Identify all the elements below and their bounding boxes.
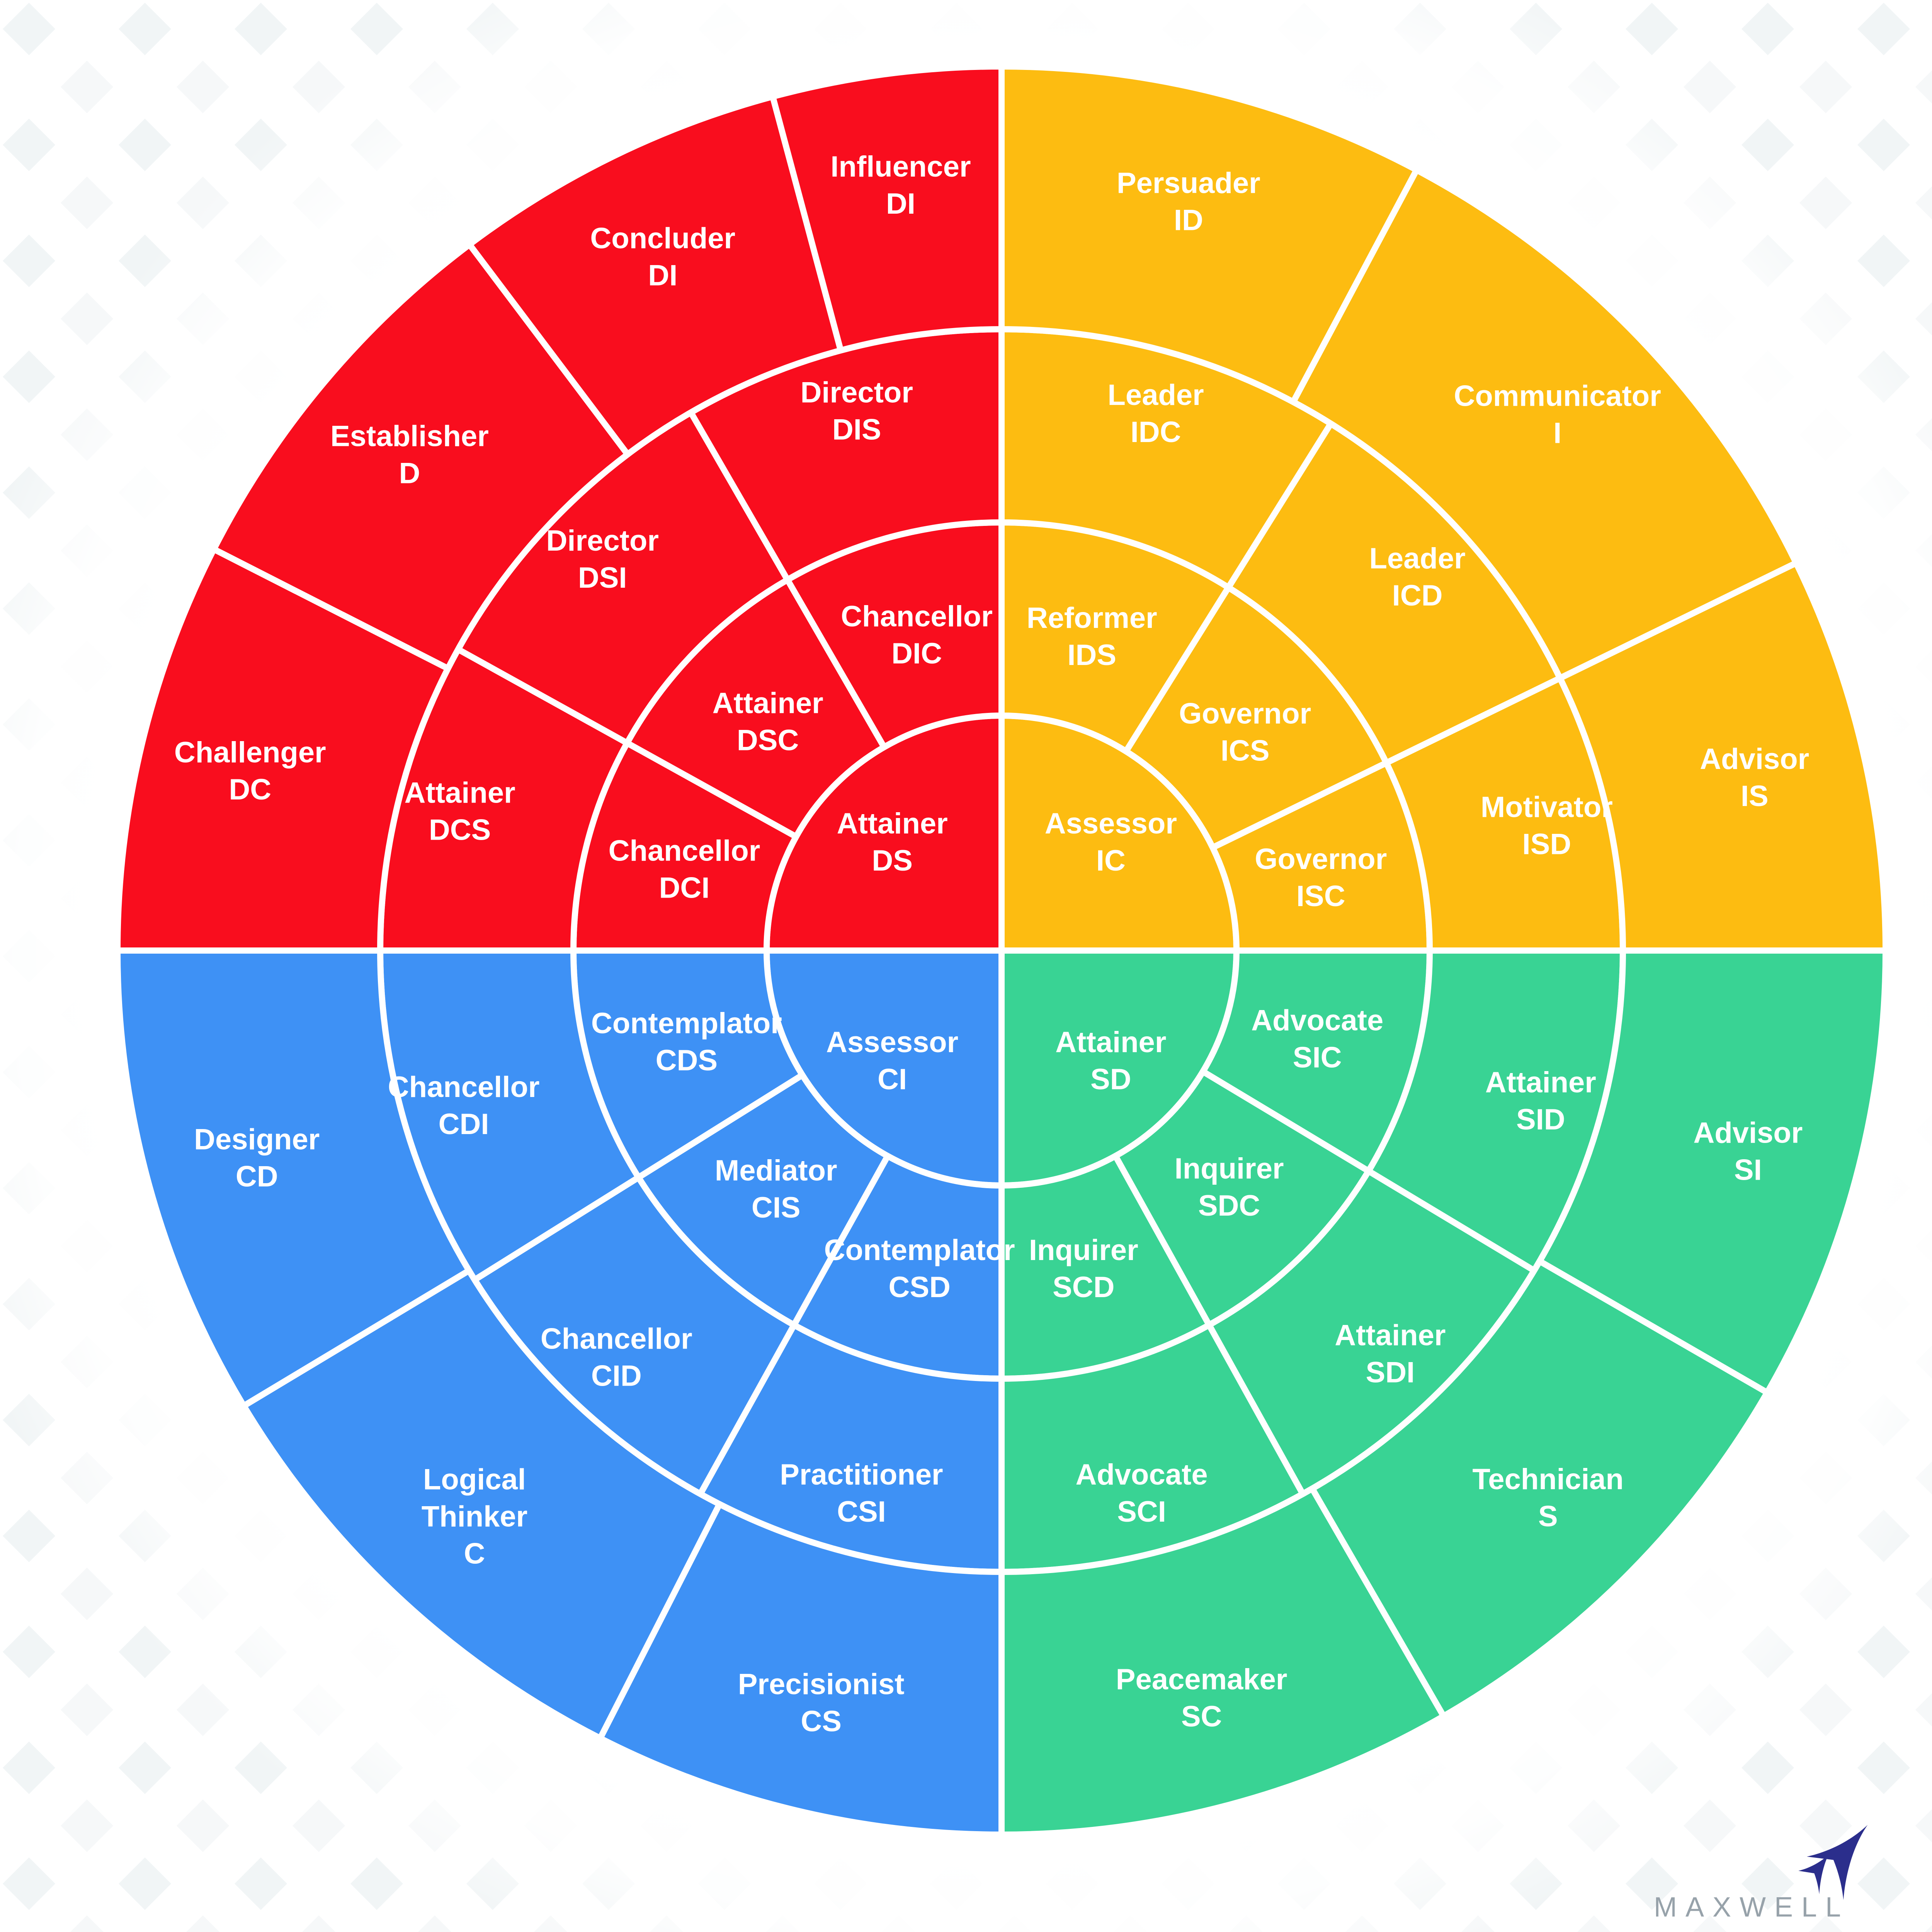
segment-label-CDI-r3: Chancellor CDI xyxy=(388,1071,540,1141)
segment-label-SC-r4: Peacemaker SC xyxy=(1116,1663,1287,1733)
segment-label-D-r4: Establisher D xyxy=(330,420,489,490)
segment-label-S-r4: Technician S xyxy=(1473,1463,1624,1533)
segment-label-DIS-r3: Director DIS xyxy=(801,376,913,446)
segment-label-SD: Attainer SD xyxy=(1055,1026,1166,1096)
segment-label-DS: Attainer DS xyxy=(837,807,948,877)
segment-label-IDC-r3: Leader IDC xyxy=(1108,379,1204,449)
segment-label-DC-r4: Challenger DC xyxy=(174,736,326,806)
segment-C-r4-CS xyxy=(597,1501,1005,1838)
segment-label-CI: Assessor CI xyxy=(826,1026,958,1096)
segment-label-CID-r3: Chancellor CID xyxy=(541,1322,692,1392)
logo-brand-top: MAXWELL xyxy=(1654,1892,1850,1923)
segment-label-SIC-r2: Advocate SIC xyxy=(1251,1004,1383,1074)
segment-label-IS-r4: Advisor IS xyxy=(1700,743,1809,813)
logo-brand-bottom: LEADERSHIP® xyxy=(1654,1929,1850,1932)
segment-C-r4-CD xyxy=(114,947,472,1409)
segment-I-r4-ID xyxy=(998,63,1420,405)
segment-label-DSC-r2: Attainer DSC xyxy=(713,687,823,757)
segment-label-ICD-r3: Leader ICD xyxy=(1369,542,1465,612)
segment-I-r4-IS xyxy=(1557,560,1889,954)
segment-S-r4-S xyxy=(1309,1258,1770,1719)
maxwell-leadership-logo: MAXWELL LEADERSHIP® xyxy=(1607,1821,1870,1932)
segment-C-r4-C xyxy=(240,1267,723,1742)
segment-label-CS-r4: Precisionist CS xyxy=(738,1668,905,1738)
segment-label-DCS-r3: Attainer DCS xyxy=(405,776,515,846)
segment-label-SID-r3: Attainer SID xyxy=(1485,1066,1596,1136)
segment-label-DIC-r2: Chancellor DIC xyxy=(841,600,993,670)
segment-label-ISC-r2: Governor ISC xyxy=(1255,843,1387,913)
copyright-text: © 2024, The Institute for Motivational L… xyxy=(110,1929,813,1932)
segment-D-r4-DC xyxy=(114,546,451,954)
segment-label-CIS-r2: Mediator CIS xyxy=(715,1154,837,1224)
segment-label-ICS-r2: Governor ICS xyxy=(1179,697,1311,767)
segment-I-r4-I xyxy=(1290,167,1799,682)
segment-label-SCD-r2: Inquirer SCD xyxy=(1029,1234,1138,1304)
segment-label-I-r4: Communicator I xyxy=(1454,380,1661,450)
segment-label-DI-r4: Influencer DI xyxy=(830,150,971,220)
segment-D-r4-D xyxy=(211,241,631,672)
segment-label-CSI-r3: Practitioner CSI xyxy=(780,1458,943,1528)
segment-S-r4-SC xyxy=(998,1485,1447,1838)
logo-arrow-icon xyxy=(1798,1825,1868,1900)
segment-label-C-r4: Logical Thinker C xyxy=(422,1463,528,1570)
segment-S-r4-SI xyxy=(1536,947,1889,1396)
segment-label-SI-r4: Advisor SI xyxy=(1693,1117,1803,1187)
segment-label-SCI-r3: Advocate SCI xyxy=(1075,1458,1208,1528)
segment-label-CSD-r2: Contemplator CSD xyxy=(824,1234,1015,1304)
segment-label-IDS-r2: Reformer IDS xyxy=(1027,602,1157,672)
segment-label-DSI-r3: Director DSI xyxy=(546,524,658,594)
segment-label-ISD-r3: Motivator ISD xyxy=(1481,791,1613,861)
segment-label-CD-r4: Designer CD xyxy=(194,1123,320,1193)
segment-label-ID-r4: Persuader ID xyxy=(1117,167,1260,236)
segment-label-IC: Assessor IC xyxy=(1045,807,1177,877)
segment-label-DCI-r2: Chancellor DCI xyxy=(609,835,760,905)
segment-label-SDI-r3: Attainer SDI xyxy=(1335,1319,1446,1389)
segment-label-SDC-r2: Inquirer SDC xyxy=(1175,1152,1284,1222)
segment-label-CDS-r2: Contemplator CDS xyxy=(591,1007,782,1077)
segment-label-DI-r4: Concluder DI xyxy=(590,222,735,292)
